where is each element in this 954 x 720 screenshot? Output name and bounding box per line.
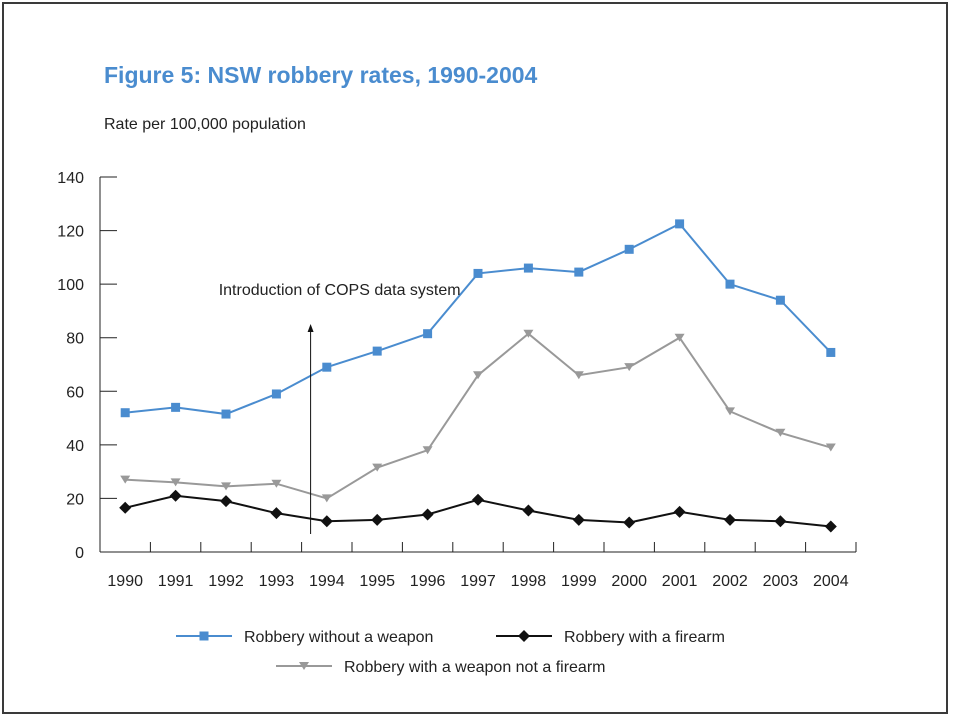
data-point: [472, 493, 484, 506]
x-tick-label: 1995: [359, 573, 395, 590]
x-tick-label: 1998: [511, 573, 547, 590]
y-tick-label: 80: [66, 331, 84, 348]
y-tick-label: 100: [57, 277, 84, 294]
annotation-arrow-head: [307, 323, 314, 332]
data-point: [675, 219, 685, 229]
data-point: [623, 516, 636, 529]
y-tick-label: 120: [57, 224, 84, 241]
data-point: [523, 263, 533, 273]
data-point: [119, 501, 132, 514]
x-tick-label: 1991: [158, 573, 194, 590]
data-point: [120, 408, 130, 418]
data-point: [724, 513, 736, 526]
x-tick-label: 1993: [259, 573, 295, 590]
data-point: [523, 329, 534, 338]
data-point: [422, 446, 433, 455]
legend-label: Robbery with a weapon not a firearm: [344, 659, 605, 676]
legend-item-0: Robbery without a weapon: [176, 629, 433, 646]
data-point: [221, 482, 231, 491]
data-point: [170, 478, 181, 487]
x-tick-label: 2001: [662, 573, 698, 590]
data-point: [624, 363, 635, 372]
data-point: [725, 407, 735, 416]
data-point: [775, 428, 786, 437]
x-tick-label: 2004: [813, 573, 849, 590]
data-point: [473, 371, 483, 380]
series-line: [125, 222, 832, 416]
data-point: [775, 295, 785, 305]
x-tick-label: 1997: [460, 573, 496, 590]
data-point: [271, 479, 282, 488]
data-point: [522, 504, 535, 517]
annotation-text: Introduction of COPS data system: [219, 282, 461, 299]
data-point: [473, 268, 483, 278]
data-point: [725, 279, 735, 289]
data-point: [826, 347, 836, 357]
data-point: [120, 475, 131, 484]
x-tick-label: 1990: [107, 573, 143, 590]
x-tick-label: 1999: [561, 573, 597, 590]
y-tick-label: 140: [57, 170, 84, 187]
x-tick-label: 1994: [309, 573, 345, 590]
y-tick-label: 20: [66, 491, 84, 508]
legend-item-1: Robbery with a firearm: [496, 629, 725, 646]
series-line: [125, 332, 832, 500]
y-tick-label: 0: [75, 545, 84, 562]
data-point: [825, 443, 836, 452]
data-point: [322, 362, 332, 372]
data-point: [372, 463, 383, 472]
data-point: [220, 495, 232, 508]
x-tick-label: 1996: [410, 573, 446, 590]
data-point: [270, 507, 283, 520]
y-tick-label: 40: [66, 438, 84, 455]
data-point: [624, 244, 634, 254]
legend-swatch-marker: [199, 631, 209, 641]
chart-title: Figure 5: NSW robbery rates, 1990-2004: [104, 62, 538, 88]
legend-label: Robbery with a firearm: [564, 629, 725, 646]
x-tick-label: 2002: [712, 573, 748, 590]
y-tick-label: 60: [66, 384, 84, 401]
data-point: [271, 389, 281, 399]
data-point: [321, 494, 332, 503]
data-point: [221, 409, 231, 419]
legend-swatch-marker: [518, 630, 530, 642]
x-tick-label: 1992: [208, 573, 244, 590]
data-point: [774, 515, 787, 528]
legend-swatch-marker: [299, 662, 309, 670]
legend-item-2: Robbery with a weapon not a firearm: [276, 659, 605, 676]
data-point: [169, 489, 182, 502]
data-point: [572, 513, 585, 526]
data-point: [423, 329, 433, 339]
x-tick-label: 2003: [763, 573, 799, 590]
data-point: [574, 267, 584, 277]
y-axis-label: Rate per 100,000 population: [104, 116, 306, 133]
data-point: [171, 402, 181, 412]
data-point: [371, 513, 384, 526]
data-point: [824, 520, 837, 533]
data-point: [673, 505, 686, 518]
data-point: [573, 371, 584, 380]
data-point: [674, 333, 685, 342]
x-tick-label: 2000: [611, 573, 647, 590]
data-point: [320, 515, 333, 528]
legend-label: Robbery without a weapon: [244, 629, 433, 646]
series-0: [120, 219, 836, 419]
series-2: [120, 329, 836, 503]
data-point: [421, 508, 434, 521]
series-1: [119, 489, 837, 533]
data-point: [372, 346, 382, 356]
